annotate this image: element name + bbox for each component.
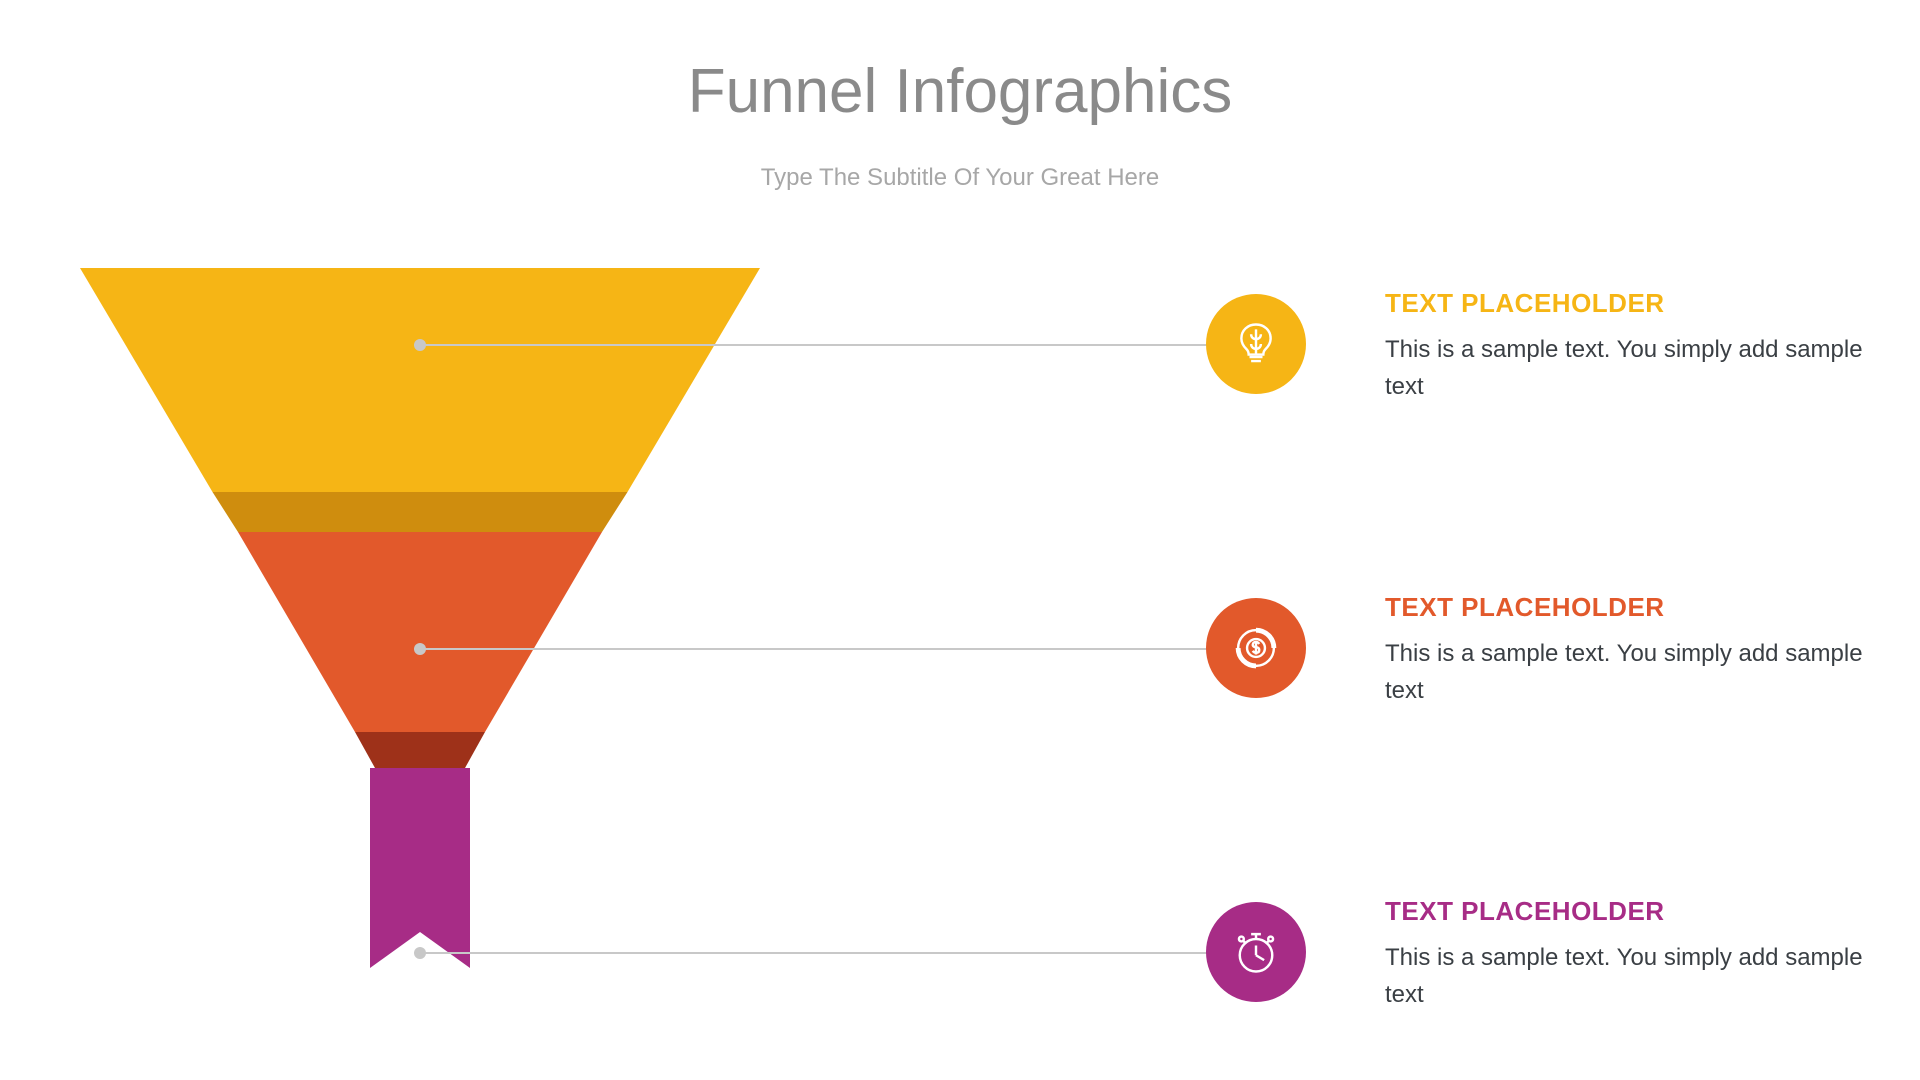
icon-circle-3: [1206, 902, 1306, 1002]
heading-1: TEXT PLACEHOLDER: [1385, 288, 1865, 319]
connector-1: [420, 344, 1210, 346]
text-block-1: TEXT PLACEHOLDER This is a sample text. …: [1385, 288, 1865, 405]
heading-3: TEXT PLACEHOLDER: [1385, 896, 1865, 927]
icon-circle-1: [1206, 294, 1306, 394]
heading-2: TEXT PLACEHOLDER: [1385, 592, 1865, 623]
dollar-pie-icon: [1230, 622, 1282, 674]
connector-3: [420, 952, 1210, 954]
slide-canvas: Funnel Infographics Type The Subtitle Of…: [0, 0, 1920, 1080]
body-2: This is a sample text. You simply add sa…: [1385, 635, 1865, 709]
slide-subtitle: Type The Subtitle Of Your Great Here: [0, 164, 1920, 192]
connector-2: [420, 648, 1210, 650]
body-1: This is a sample text. You simply add sa…: [1385, 331, 1865, 405]
stopwatch-icon: [1230, 926, 1282, 978]
funnel-level-1-shadow: [213, 492, 628, 532]
slide-title: Funnel Infographics: [0, 56, 1920, 127]
funnel-level-2-shadow: [355, 732, 485, 768]
icon-circle-2: [1206, 598, 1306, 698]
body-3: This is a sample text. You simply add sa…: [1385, 939, 1865, 1013]
text-block-2: TEXT PLACEHOLDER This is a sample text. …: [1385, 592, 1865, 709]
funnel-level-2: [238, 532, 602, 732]
text-block-3: TEXT PLACEHOLDER This is a sample text. …: [1385, 896, 1865, 1013]
funnel-level-3: [370, 768, 470, 968]
funnel-level-1: [80, 268, 760, 492]
brain-bulb-icon: [1230, 318, 1282, 370]
